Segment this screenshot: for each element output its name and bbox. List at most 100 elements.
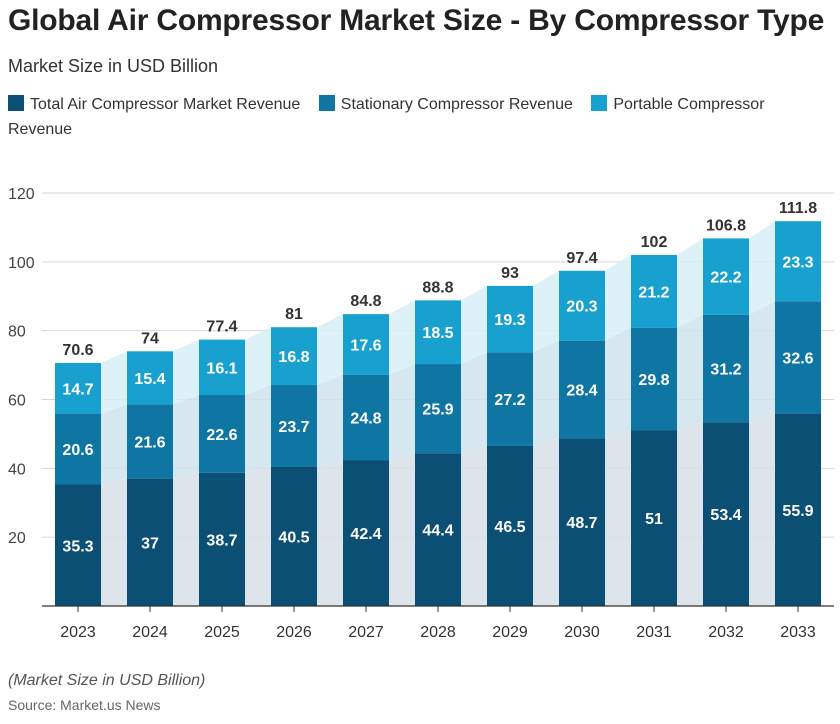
bar-portable-2025 [199, 339, 245, 396]
bar-total-2027 [343, 460, 389, 606]
legend-label-total: Total Air Compressor Market Revenue [30, 96, 301, 113]
bar-stationary-2032 [703, 314, 749, 423]
data-label: 46.5 [494, 519, 525, 536]
bar-total-2031 [631, 430, 677, 606]
data-label: 18.5 [422, 325, 453, 342]
legend-item-total: Total Air Compressor Market Revenue [8, 95, 301, 113]
data-label: 21.2 [638, 284, 669, 301]
x-tick-label: 2026 [276, 624, 312, 641]
data-label: 17.6 [350, 337, 381, 354]
total-label: 81 [285, 306, 303, 323]
x-tick-label: 2031 [636, 624, 672, 641]
bar-stationary-2031 [631, 327, 677, 431]
legend-item-stationary: Stationary Compressor Revenue [318, 95, 573, 113]
bar-total-2024 [127, 478, 173, 606]
x-tick-label: 2033 [780, 624, 816, 641]
total-label: 84.8 [350, 293, 381, 310]
bar-total-2028 [415, 453, 461, 606]
y-tick-label: 60 [8, 393, 26, 410]
bar-portable-2031 [631, 254, 677, 328]
x-tick-label: 2028 [420, 624, 456, 641]
data-label: 23.7 [278, 419, 309, 436]
total-label: 74 [141, 330, 159, 347]
data-label: 28.4 [566, 383, 597, 400]
bar-portable-2032 [703, 238, 749, 315]
data-label: 25.9 [422, 402, 453, 419]
bar-total-2032 [703, 422, 749, 606]
bar-total-2025 [199, 472, 245, 606]
legend-swatch-total [8, 95, 24, 111]
x-tick-label: 2030 [564, 624, 600, 641]
legend-item-portable: Portable Compressor Revenue [8, 95, 765, 138]
bar-stationary-2029 [487, 352, 533, 446]
total-label: 93 [501, 265, 519, 282]
data-label: 22.6 [206, 427, 237, 444]
bar-portable-2027 [343, 314, 389, 375]
footnote: (Market Size in USD Billion) [8, 672, 206, 689]
bar-portable-2026 [271, 327, 317, 386]
source-note: Source: Market.us News [8, 697, 161, 713]
x-tick-label: 2023 [60, 624, 96, 641]
bar-total-2030 [559, 438, 605, 606]
bar-stationary-2026 [271, 385, 317, 467]
bar-portable-2030 [559, 270, 605, 341]
data-label: 42.4 [350, 526, 381, 543]
bar-stationary-2023 [55, 413, 101, 485]
bar-portable-2024 [127, 351, 173, 405]
bar-stationary-2027 [343, 374, 389, 461]
legend-swatch-stationary [318, 95, 335, 111]
y-tick-label: 120 [8, 186, 35, 203]
data-label: 21.6 [134, 434, 165, 451]
data-label: 35.3 [62, 538, 93, 555]
bar-total-2033 [775, 413, 821, 606]
data-label: 55.9 [782, 503, 813, 520]
bar-stationary-2028 [415, 364, 461, 454]
data-label: 20.3 [566, 299, 597, 316]
legend-label-stationary: Stationary Compressor Revenue [340, 96, 573, 113]
chart-plot: 20 40 60 80 100 120 35.3 20.6 14.7 70.6 2023 37 21.6… [8, 186, 834, 641]
data-label: 20.6 [62, 442, 93, 459]
data-label: 44.4 [422, 523, 453, 540]
legend-label-portable: Portable Compressor Revenue [8, 96, 765, 138]
total-label: 70.6 [62, 342, 93, 359]
data-label: 23.3 [782, 254, 813, 271]
y-tick-label: 80 [8, 324, 26, 341]
x-tick-label: 2032 [708, 624, 744, 641]
y-tick-label: 40 [8, 461, 26, 478]
y-tick-label: 100 [8, 255, 35, 272]
chart-title: Global Air Compressor Market Size - By C… [8, 4, 825, 37]
bar-total-2029 [487, 445, 533, 606]
data-label: 48.7 [566, 515, 597, 532]
data-label: 40.5 [278, 529, 309, 546]
data-label: 16.8 [278, 349, 309, 366]
total-label: 111.8 [779, 200, 817, 217]
bar-stationary-2025 [199, 395, 245, 473]
total-label: 88.8 [422, 279, 453, 296]
data-label: 19.3 [494, 312, 525, 329]
bar-portable-2023 [55, 363, 101, 414]
data-label: 14.7 [62, 381, 93, 398]
data-label: 51 [645, 511, 663, 528]
bar-stationary-2033 [775, 301, 821, 414]
data-label: 27.2 [494, 392, 525, 409]
x-tick-label: 2024 [132, 624, 168, 641]
total-label: 106.8 [706, 217, 746, 234]
data-label: 29.8 [638, 372, 669, 389]
bar-stationary-2030 [559, 340, 605, 439]
data-label: 32.6 [782, 351, 813, 368]
data-label: 24.8 [350, 410, 381, 427]
x-tick-label: 2027 [348, 624, 384, 641]
total-label: 102 [641, 234, 668, 251]
legend-swatch-portable [591, 95, 608, 111]
data-label: 53.4 [710, 507, 741, 524]
legend: Total Air Compressor Market Revenue Stat… [8, 92, 808, 142]
bar-portable-2028 [415, 300, 461, 365]
total-label: 97.4 [566, 250, 597, 267]
chart-subtitle: Market Size in USD Billion [8, 56, 219, 76]
data-label: 16.1 [206, 360, 237, 377]
x-tick-label: 2025 [204, 624, 240, 641]
data-label: 22.2 [710, 270, 741, 287]
bar-total-2023 [55, 484, 101, 606]
bar-portable-2029 [487, 285, 533, 353]
data-label: 37 [141, 535, 159, 552]
